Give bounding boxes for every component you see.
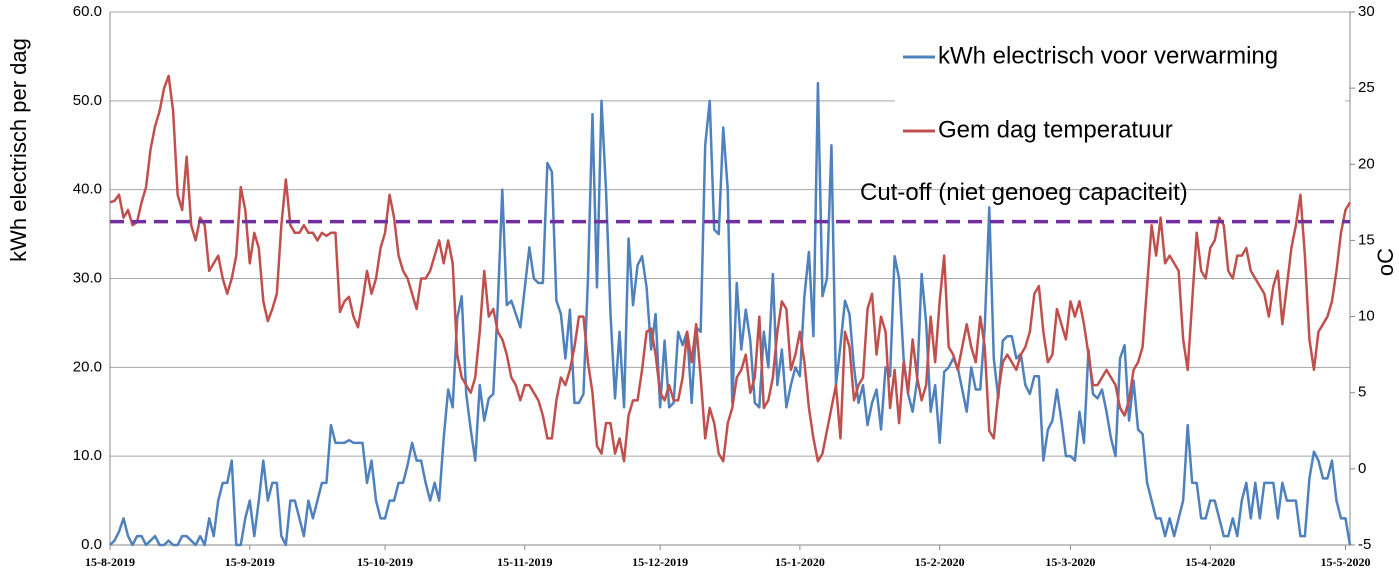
y2-tick-label: 30 bbox=[1358, 3, 1375, 20]
y2-tick-label: 5 bbox=[1358, 384, 1366, 401]
legend-label: Gem dag temperatuur bbox=[938, 116, 1173, 143]
y-tick-label: 50.0 bbox=[73, 92, 102, 109]
y2-tick-label: 0 bbox=[1358, 460, 1366, 477]
y2-tick-label: 20 bbox=[1358, 155, 1375, 172]
y-tick-label: 30.0 bbox=[73, 269, 102, 286]
y-axis-label: kWh electrisch per dag bbox=[6, 38, 31, 262]
x-tick-label: 15-9-2019 bbox=[225, 555, 275, 569]
x-tick-label: 15-10-2019 bbox=[357, 555, 413, 569]
legend-box bbox=[895, 28, 1345, 156]
x-tick-label: 15-11-2019 bbox=[497, 555, 552, 569]
x-tick-label: 15-5-2020 bbox=[1320, 555, 1370, 569]
y2-tick-label: 25 bbox=[1358, 79, 1375, 96]
y2-axis-label: oC bbox=[1373, 248, 1398, 276]
x-tick-label: 15-1-2020 bbox=[775, 555, 825, 569]
line-series bbox=[109, 74, 1352, 463]
x-tick-label: 15-8-2019 bbox=[85, 555, 135, 569]
y-tick-label: 0.0 bbox=[81, 536, 102, 553]
x-tick-label: 15-12-2019 bbox=[632, 555, 688, 569]
y2-tick-label: 15 bbox=[1358, 231, 1375, 248]
y-tick-label: 60.0 bbox=[73, 3, 102, 20]
legend-label: kWh electrisch voor verwarming bbox=[938, 42, 1278, 69]
y-tick-label: 10.0 bbox=[73, 447, 102, 464]
line-series bbox=[109, 81, 1352, 547]
x-tick-label: 15-3-2020 bbox=[1045, 555, 1095, 569]
x-tick-label: 15-4-2020 bbox=[1185, 555, 1235, 569]
cutoff-label: Cut-off (niet genoeg capaciteit) bbox=[860, 179, 1188, 206]
y2-tick-label: -5 bbox=[1358, 536, 1371, 553]
x-tick-label: 15-2-2020 bbox=[915, 555, 965, 569]
y2-tick-label: 10 bbox=[1358, 308, 1375, 325]
y-tick-label: 40.0 bbox=[73, 181, 102, 198]
y-tick-label: 20.0 bbox=[73, 358, 102, 375]
